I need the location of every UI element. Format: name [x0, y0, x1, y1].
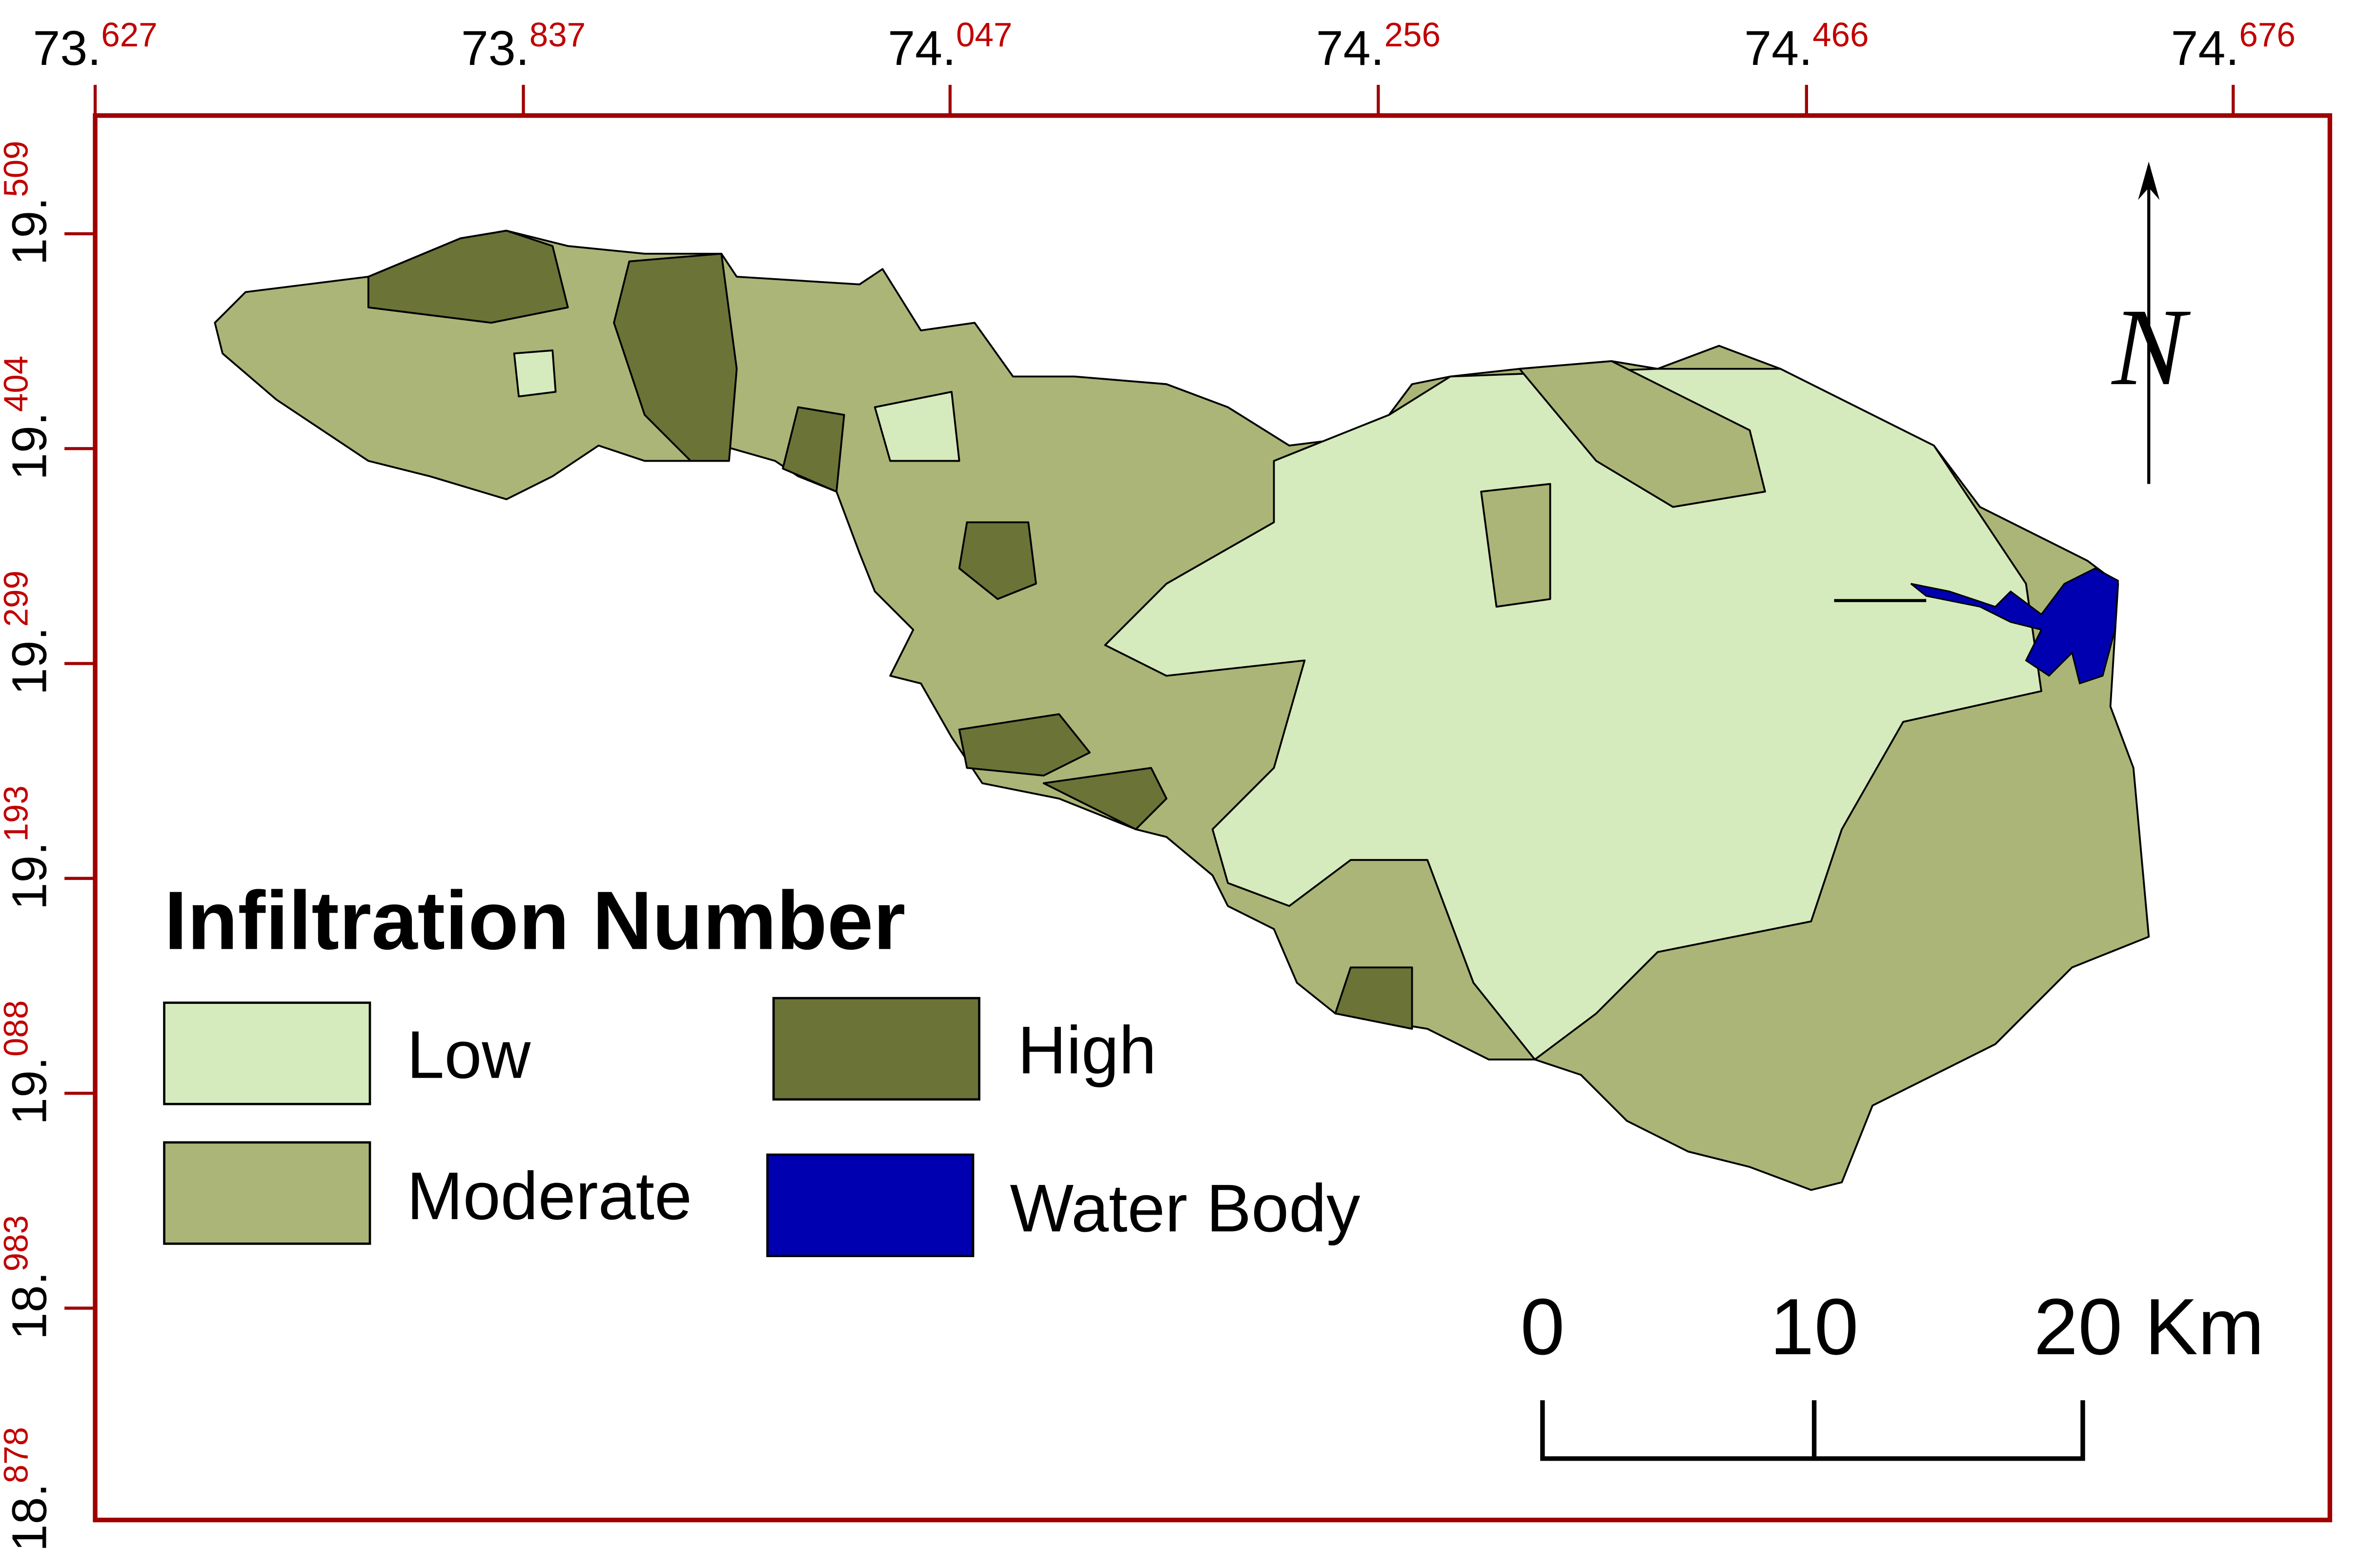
- lat-label: 18.983: [0, 1215, 57, 1340]
- lat-degrees: 19.: [2, 842, 57, 910]
- lon-decimals: 627: [101, 16, 157, 54]
- north-arrow-head: [2138, 162, 2160, 200]
- lat-label: 19.088: [0, 1000, 57, 1125]
- lon-label: 74.256: [1316, 16, 1441, 76]
- lat-decimals: 088: [0, 1000, 35, 1057]
- lat-decimals: 509: [0, 141, 35, 197]
- lat-degrees: 18.: [2, 1271, 57, 1340]
- lon-decimals: 837: [529, 16, 586, 54]
- legend-swatch: [772, 997, 980, 1101]
- lat-degrees: 19.: [2, 412, 57, 480]
- lon-label: 73.627: [33, 16, 157, 76]
- low-zone: [513, 349, 557, 398]
- lat-decimals: 193: [0, 785, 35, 841]
- north-arrow: N: [2111, 162, 2191, 484]
- legend-label: Moderate: [407, 1159, 692, 1234]
- high-zone: [367, 229, 569, 324]
- watershed: [214, 229, 2150, 1191]
- legend-swatch: [163, 1141, 371, 1245]
- high-zone: [958, 713, 1091, 777]
- lon-label: 74.047: [888, 16, 1012, 76]
- legend-label: High: [1017, 1013, 1157, 1088]
- lon-degrees: 74.: [2171, 21, 2239, 76]
- moderate-zone: [1518, 360, 1766, 508]
- lat-decimals: 299: [0, 570, 35, 627]
- north-label: N: [2111, 285, 2191, 408]
- low-zone: [874, 391, 960, 462]
- legend-label: Water Body: [1010, 1171, 1361, 1246]
- scale-bar: 0 10 20 Km: [1520, 1282, 2264, 1461]
- lat-degrees: 19.: [2, 627, 57, 695]
- lon-degrees: 73.: [461, 21, 529, 76]
- high-zone: [782, 406, 845, 493]
- scale-label: 20 Km: [2033, 1282, 2264, 1371]
- moderate-zone: [1480, 483, 1551, 608]
- lat-label: 19.299: [0, 570, 57, 695]
- legend-swatch: [766, 1153, 975, 1257]
- high-zone: [958, 521, 1037, 600]
- lon-degrees: 73.: [33, 21, 101, 76]
- low-zone: [1104, 367, 2042, 1060]
- scale-bar-line: [1540, 1400, 2085, 1461]
- scale-label: 10: [1770, 1282, 1859, 1371]
- lon-degrees: 74.: [888, 21, 956, 76]
- legend-title: Infiltration Number: [164, 874, 906, 967]
- lat-decimals: 983: [0, 1215, 35, 1271]
- scale-label: 0: [1520, 1282, 1565, 1371]
- lat-degrees: 19.: [2, 197, 57, 265]
- lon-label: 74.466: [1744, 16, 1869, 76]
- legend-label: Low: [407, 1018, 531, 1093]
- legend: Infiltration Number Low High Moderate Water…: [163, 874, 1361, 1257]
- lon-decimals: 466: [1812, 16, 1869, 54]
- lon-degrees: 74.: [1744, 21, 1812, 76]
- lon-decimals: 047: [956, 16, 1012, 54]
- lon-decimals: 676: [2239, 16, 2295, 54]
- lat-label: 19.509: [0, 141, 57, 265]
- high-zone: [1334, 966, 1413, 1030]
- high-zone: [1042, 767, 1168, 831]
- lat-degrees: 18.: [2, 1483, 57, 1551]
- high-zone: [613, 252, 738, 462]
- lon-label: 73.837: [461, 16, 586, 76]
- lat-degrees: 19.: [2, 1057, 57, 1125]
- lat-decimals: 878: [0, 1427, 35, 1483]
- legend-swatch: [163, 1001, 371, 1105]
- lat-decimals: 404: [0, 356, 35, 412]
- water-body: [1910, 567, 2119, 685]
- lat-label: 19.404: [0, 356, 57, 480]
- lat-label: 18.878: [0, 1427, 57, 1551]
- lon-decimals: 256: [1384, 16, 1441, 54]
- lon-label: 74.676: [2171, 16, 2296, 76]
- lat-label: 19.193: [0, 785, 57, 910]
- graticule: 73.627 73.837 74.047 74.256 74.466 74.67619.5…: [0, 16, 2296, 1551]
- lon-degrees: 74.: [1316, 21, 1384, 76]
